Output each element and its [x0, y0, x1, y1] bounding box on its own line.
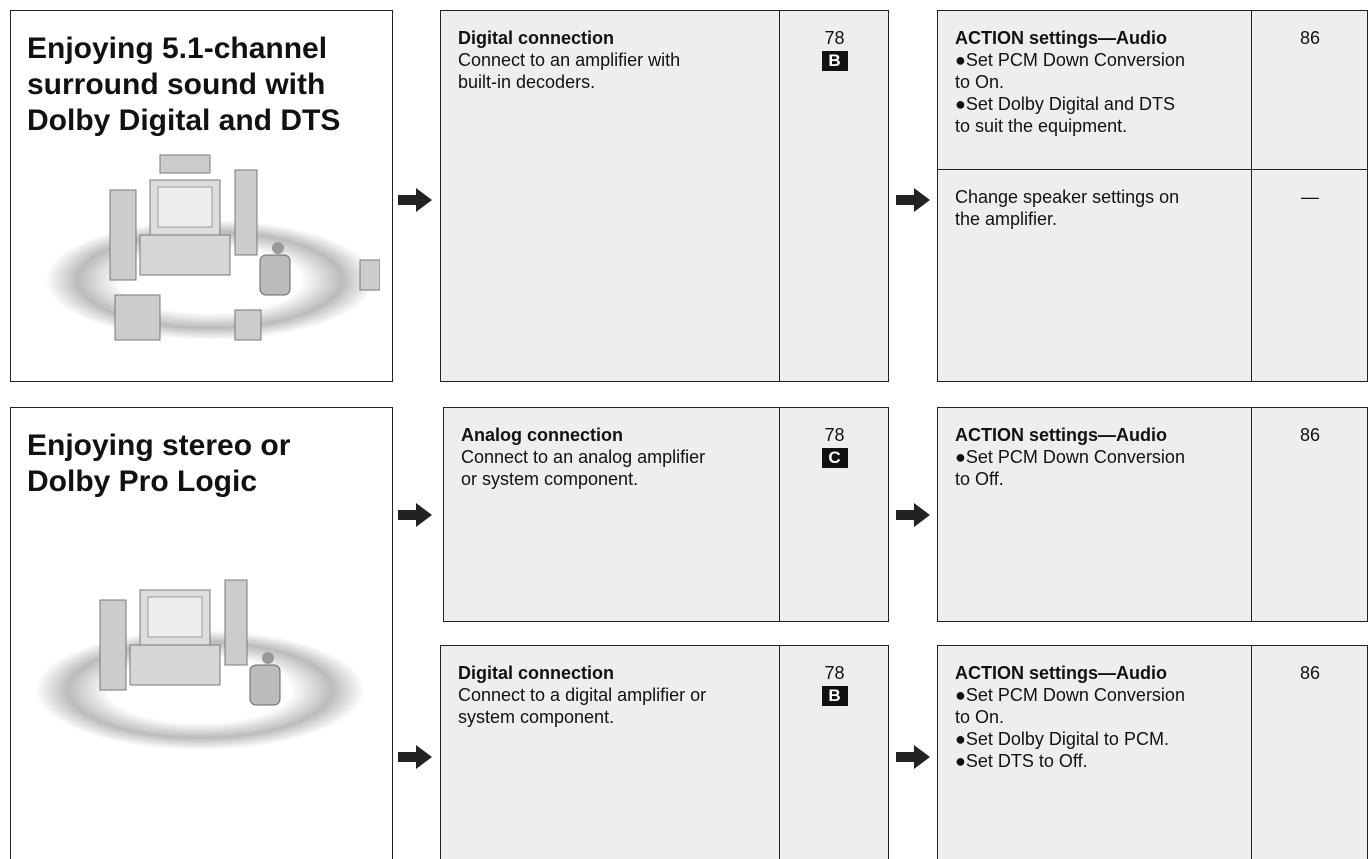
body-line: or system component. — [461, 469, 639, 489]
body-line: ●Set PCM Down Conversion — [955, 447, 1185, 467]
arrow — [896, 188, 930, 212]
settings-cell: ACTION settings—Audio ●Set PCM Down Conve… — [937, 645, 1368, 859]
divider — [1251, 170, 1252, 381]
illustration — [45, 154, 380, 341]
heading: ACTION settings—Audio — [955, 425, 1167, 445]
title: Enjoying 5.1-channel surround sound with D… — [27, 31, 340, 139]
page-number: 78 — [824, 28, 845, 48]
settings-cell: ACTION settings—Audio ●Set PCM Down Conve… — [937, 10, 1368, 171]
title-line: Enjoying 5.1-channel — [27, 32, 328, 65]
heading: ACTION settings—Audio — [955, 28, 1167, 48]
body-line: to On. — [955, 72, 1005, 92]
page-number: 86 — [1299, 663, 1321, 683]
settings-cell: ACTION settings—Audio ●Set PCM Down Conve… — [937, 407, 1368, 622]
body-line: ●Set DTS to Off. — [955, 751, 1088, 771]
badge: B — [821, 51, 848, 71]
illustration — [35, 579, 365, 750]
divider — [1251, 408, 1252, 621]
cell-text: ACTION settings—Audio ●Set PCM Down Conve… — [955, 662, 1185, 772]
heading: Digital connection — [458, 663, 615, 683]
cell-text: ACTION settings—Audio ●Set PCM Down Conve… — [955, 424, 1185, 490]
body-line: system component. — [458, 707, 615, 727]
arrow — [398, 503, 432, 527]
divider — [1251, 11, 1252, 170]
page-ref: 78 B — [779, 662, 890, 706]
body-line: the amplifier. — [955, 209, 1058, 229]
cell-text: Analog connection Connect to an analog am… — [461, 424, 705, 490]
arrow — [398, 188, 432, 212]
body-line: to suit the equipment. — [955, 116, 1128, 136]
heading: Digital connection — [458, 28, 615, 48]
page-ref: 78 B — [779, 27, 890, 71]
badge: C — [821, 448, 848, 468]
divider — [1251, 646, 1252, 859]
body-line: to Off. — [955, 469, 1004, 489]
settings-cell: Change speaker settings on the amplifier.… — [937, 169, 1368, 382]
body-line: built-in decoders. — [458, 72, 596, 92]
body-line: Connect to an amplifier with — [458, 50, 681, 70]
body-line: Change speaker settings on — [955, 187, 1180, 207]
title: Enjoying stereo or Dolby Pro Logic — [27, 428, 290, 500]
cell-text: Change speaker settings on the amplifier. — [955, 186, 1179, 230]
page-ref: 86 — [1251, 424, 1368, 446]
title-line: surround sound with — [27, 68, 326, 101]
cell-text: Digital connection Connect to a digital a… — [458, 662, 706, 728]
page-number: — — [1301, 187, 1319, 207]
page-ref: 78 C — [779, 424, 890, 468]
page-number: 78 — [824, 663, 845, 683]
heading: Analog connection — [461, 425, 623, 445]
divider — [779, 408, 780, 621]
badge: B — [821, 686, 848, 706]
cell-text: ACTION settings—Audio ●Set PCM Down Conve… — [955, 27, 1185, 137]
body-line: Connect to an analog amplifier — [461, 447, 706, 467]
title-line: Enjoying stereo or — [27, 429, 291, 462]
body-line: ●Set Dolby Digital to PCM. — [955, 729, 1169, 749]
heading: ACTION settings—Audio — [955, 663, 1167, 683]
page-number: 86 — [1299, 425, 1321, 445]
connection-cell: Digital connection Connect to a digital a… — [440, 645, 889, 859]
cell-text: Digital connection Connect to an amplifie… — [458, 27, 680, 93]
arrow — [896, 745, 930, 769]
page-ref: 86 — [1251, 662, 1368, 684]
body-line: to On. — [955, 707, 1005, 727]
page-ref: 86 — [1251, 27, 1368, 49]
body-line: ●Set PCM Down Conversion — [955, 685, 1185, 705]
page-number: 78 — [824, 425, 845, 445]
body-line: Connect to a digital amplifier or — [458, 685, 707, 705]
divider — [779, 646, 780, 859]
title-line: Dolby Digital and DTS — [27, 104, 341, 137]
body-line: ●Set Dolby Digital and DTS — [955, 94, 1175, 114]
arrow — [896, 503, 930, 527]
connection-cell: Analog connection Connect to an analog am… — [443, 407, 889, 622]
title-line: Dolby Pro Logic — [27, 465, 258, 498]
arrow — [398, 745, 432, 769]
page-ref: — — [1251, 186, 1368, 208]
divider — [779, 11, 780, 381]
page-number: 86 — [1299, 28, 1321, 48]
body-line: ●Set PCM Down Conversion — [955, 50, 1185, 70]
connection-cell: Digital connection Connect to an amplifie… — [440, 10, 889, 382]
